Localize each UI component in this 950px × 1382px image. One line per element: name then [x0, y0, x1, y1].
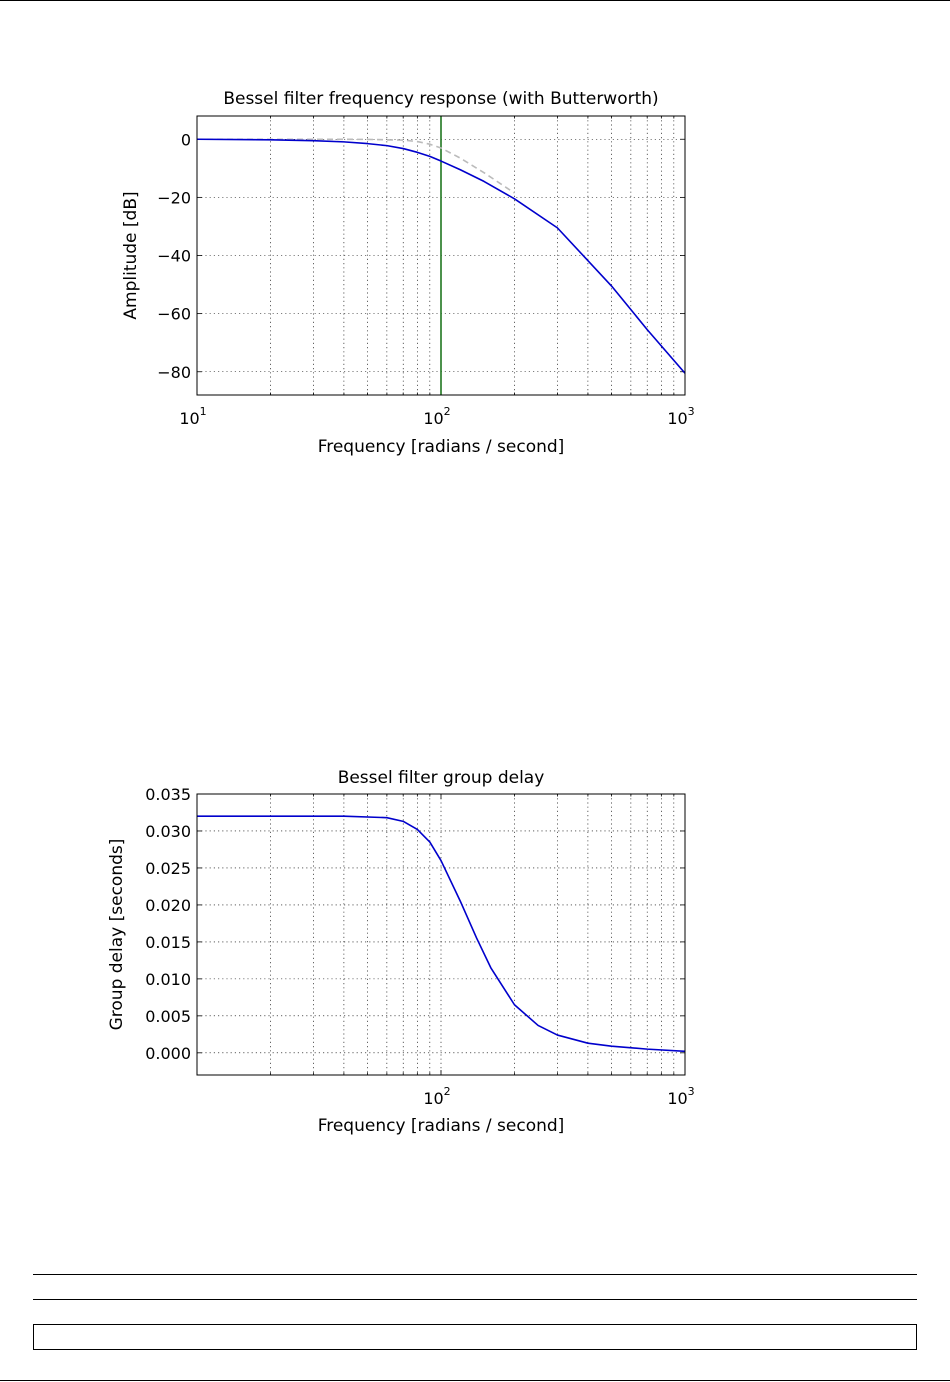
- y-tick-label: 0: [181, 130, 191, 149]
- footer-rule-lower: [33, 1299, 917, 1300]
- x-tick-label: 102: [423, 405, 450, 428]
- bessel-series-line: [197, 138, 685, 374]
- y-axis-label: Group delay [seconds]: [107, 839, 127, 1031]
- x-tick-label: 103: [667, 405, 694, 428]
- y-tick-label: 0.010: [145, 970, 191, 989]
- page-top-rule: [0, 0, 950, 1]
- y-tick-label: 0.005: [145, 1007, 191, 1026]
- y-tick-label: 0.015: [145, 933, 191, 952]
- y-tick-label: 0.035: [145, 785, 191, 804]
- y-tick-label: −80: [157, 363, 191, 382]
- plot-frame: [196, 793, 686, 1076]
- y-tick-label: 0.020: [145, 896, 191, 915]
- x-axis-label: Frequency [radians / second]: [318, 437, 565, 457]
- y-tick-label: −60: [157, 305, 191, 324]
- plot-frame: [196, 115, 686, 396]
- butterworth-series-line: [197, 138, 515, 194]
- y-axis-label: Amplitude [dB]: [121, 191, 141, 319]
- footer-box: [33, 1324, 917, 1350]
- bessel-series-line: [197, 815, 685, 1053]
- page-bottom-rule: [0, 1380, 950, 1381]
- x-tick-label: 101: [179, 405, 206, 428]
- y-tick-label: 0.030: [145, 822, 191, 841]
- footer-rule-upper: [33, 1274, 917, 1275]
- x-tick-label: 102: [423, 1085, 450, 1108]
- x-axis-label: Frequency [radians / second]: [318, 1116, 565, 1136]
- group-delay-chart: 0.000 0.005 0.010 0.015 0.020 0.025 0.030 0.035…: [107, 768, 695, 1136]
- x-tick-label: 103: [667, 1085, 694, 1108]
- y-tick-label: 0.025: [145, 859, 191, 878]
- chart-title: Bessel filter group delay: [338, 768, 545, 788]
- chart-title: Bessel filter frequency response (with B…: [223, 89, 658, 109]
- frequency-response-chart: 0 −20 −40 −60 −80 101 102 103 Bessel filter freq…: [121, 89, 695, 457]
- y-tick-label: 0.000: [145, 1044, 191, 1063]
- y-tick-label: −40: [157, 247, 191, 266]
- y-tick-label: −20: [157, 188, 191, 207]
